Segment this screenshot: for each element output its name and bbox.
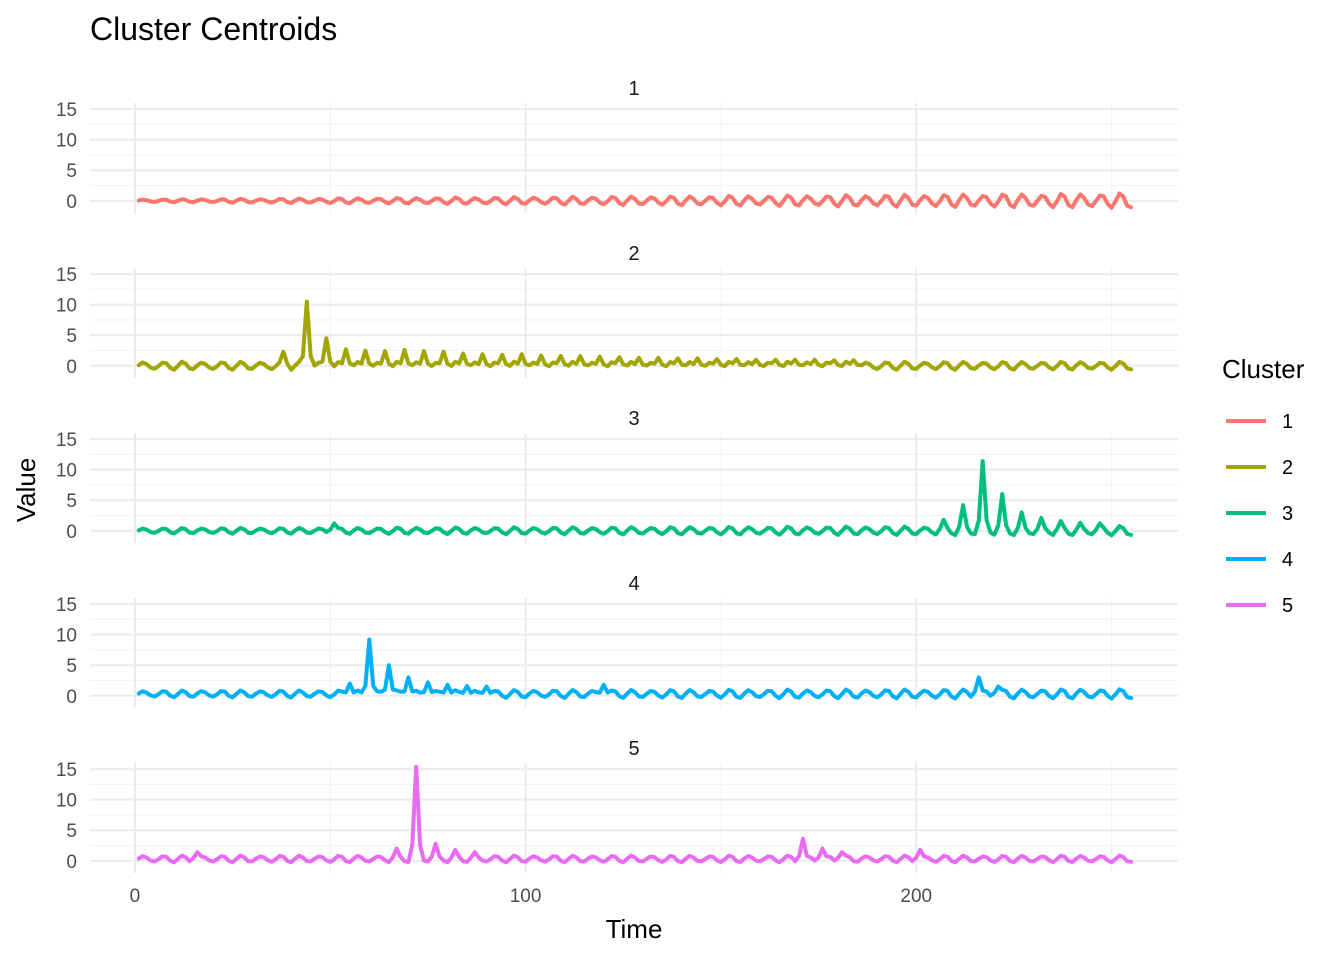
y-tick-label: 15 (56, 760, 77, 781)
y-tick-label: 5 (66, 821, 77, 842)
y-tick-label: 10 (56, 791, 77, 812)
legend-title: Cluster (1222, 354, 1305, 384)
x-axis-title: Time (606, 914, 663, 944)
facet-panel-3: 3 0 5 10 15 (56, 408, 1178, 543)
facet-strip-label: 1 (628, 78, 639, 100)
legend-label: 3 (1282, 503, 1293, 525)
y-tick-label: 15 (56, 595, 77, 616)
x-tick-label: 100 (510, 886, 542, 907)
y-tick-label: 0 (66, 687, 77, 708)
series-line-5 (136, 764, 1134, 865)
facet-panel-5: 5 0 5 10 15 (56, 738, 1178, 873)
legend-label: 5 (1282, 595, 1293, 617)
y-tick-label: 0 (66, 852, 77, 873)
series-line-1 (136, 191, 1134, 210)
legend-item-1: 1 (1226, 411, 1293, 433)
x-tick-label: 200 (900, 886, 932, 907)
y-tick-label: 5 (66, 161, 77, 182)
series-line-2 (136, 299, 1134, 372)
legend-item-5: 5 (1226, 595, 1293, 617)
y-tick-label: 0 (66, 357, 77, 378)
series-line-3 (136, 459, 1134, 538)
x-tick-label: 0 (130, 886, 141, 907)
facet-strip-label: 5 (628, 738, 639, 760)
y-tick-label: 10 (56, 131, 77, 152)
y-tick-label: 0 (66, 522, 77, 543)
x-axis: 0 100 200 (130, 886, 932, 907)
facet-panel-2: 2 0 5 10 15 (56, 243, 1178, 378)
legend: Cluster 1 2 3 4 5 (1222, 354, 1305, 617)
y-tick-label: 5 (66, 656, 77, 677)
facet-strip-label: 4 (628, 573, 639, 595)
y-tick-label: 15 (56, 430, 77, 451)
facet-panel-4: 4 0 5 10 15 (56, 573, 1178, 708)
y-axis-title: Value (11, 458, 41, 523)
y-tick-label: 15 (56, 265, 77, 286)
y-tick-label: 5 (66, 326, 77, 347)
facet-strip-label: 3 (628, 408, 639, 430)
legend-item-2: 2 (1226, 457, 1293, 479)
legend-label: 2 (1282, 457, 1293, 479)
y-tick-label: 5 (66, 491, 77, 512)
legend-label: 4 (1282, 549, 1293, 571)
y-tick-label: 10 (56, 461, 77, 482)
y-tick-label: 15 (56, 100, 77, 121)
legend-item-4: 4 (1226, 549, 1293, 571)
y-tick-label: 10 (56, 626, 77, 647)
legend-label: 1 (1282, 411, 1293, 433)
chart-title: Cluster Centroids (90, 11, 337, 47)
y-tick-label: 0 (66, 192, 77, 213)
legend-item-3: 3 (1226, 503, 1293, 525)
y-tick-label: 10 (56, 296, 77, 317)
facet-strip-label: 2 (628, 243, 639, 265)
series-line-4 (136, 637, 1134, 701)
